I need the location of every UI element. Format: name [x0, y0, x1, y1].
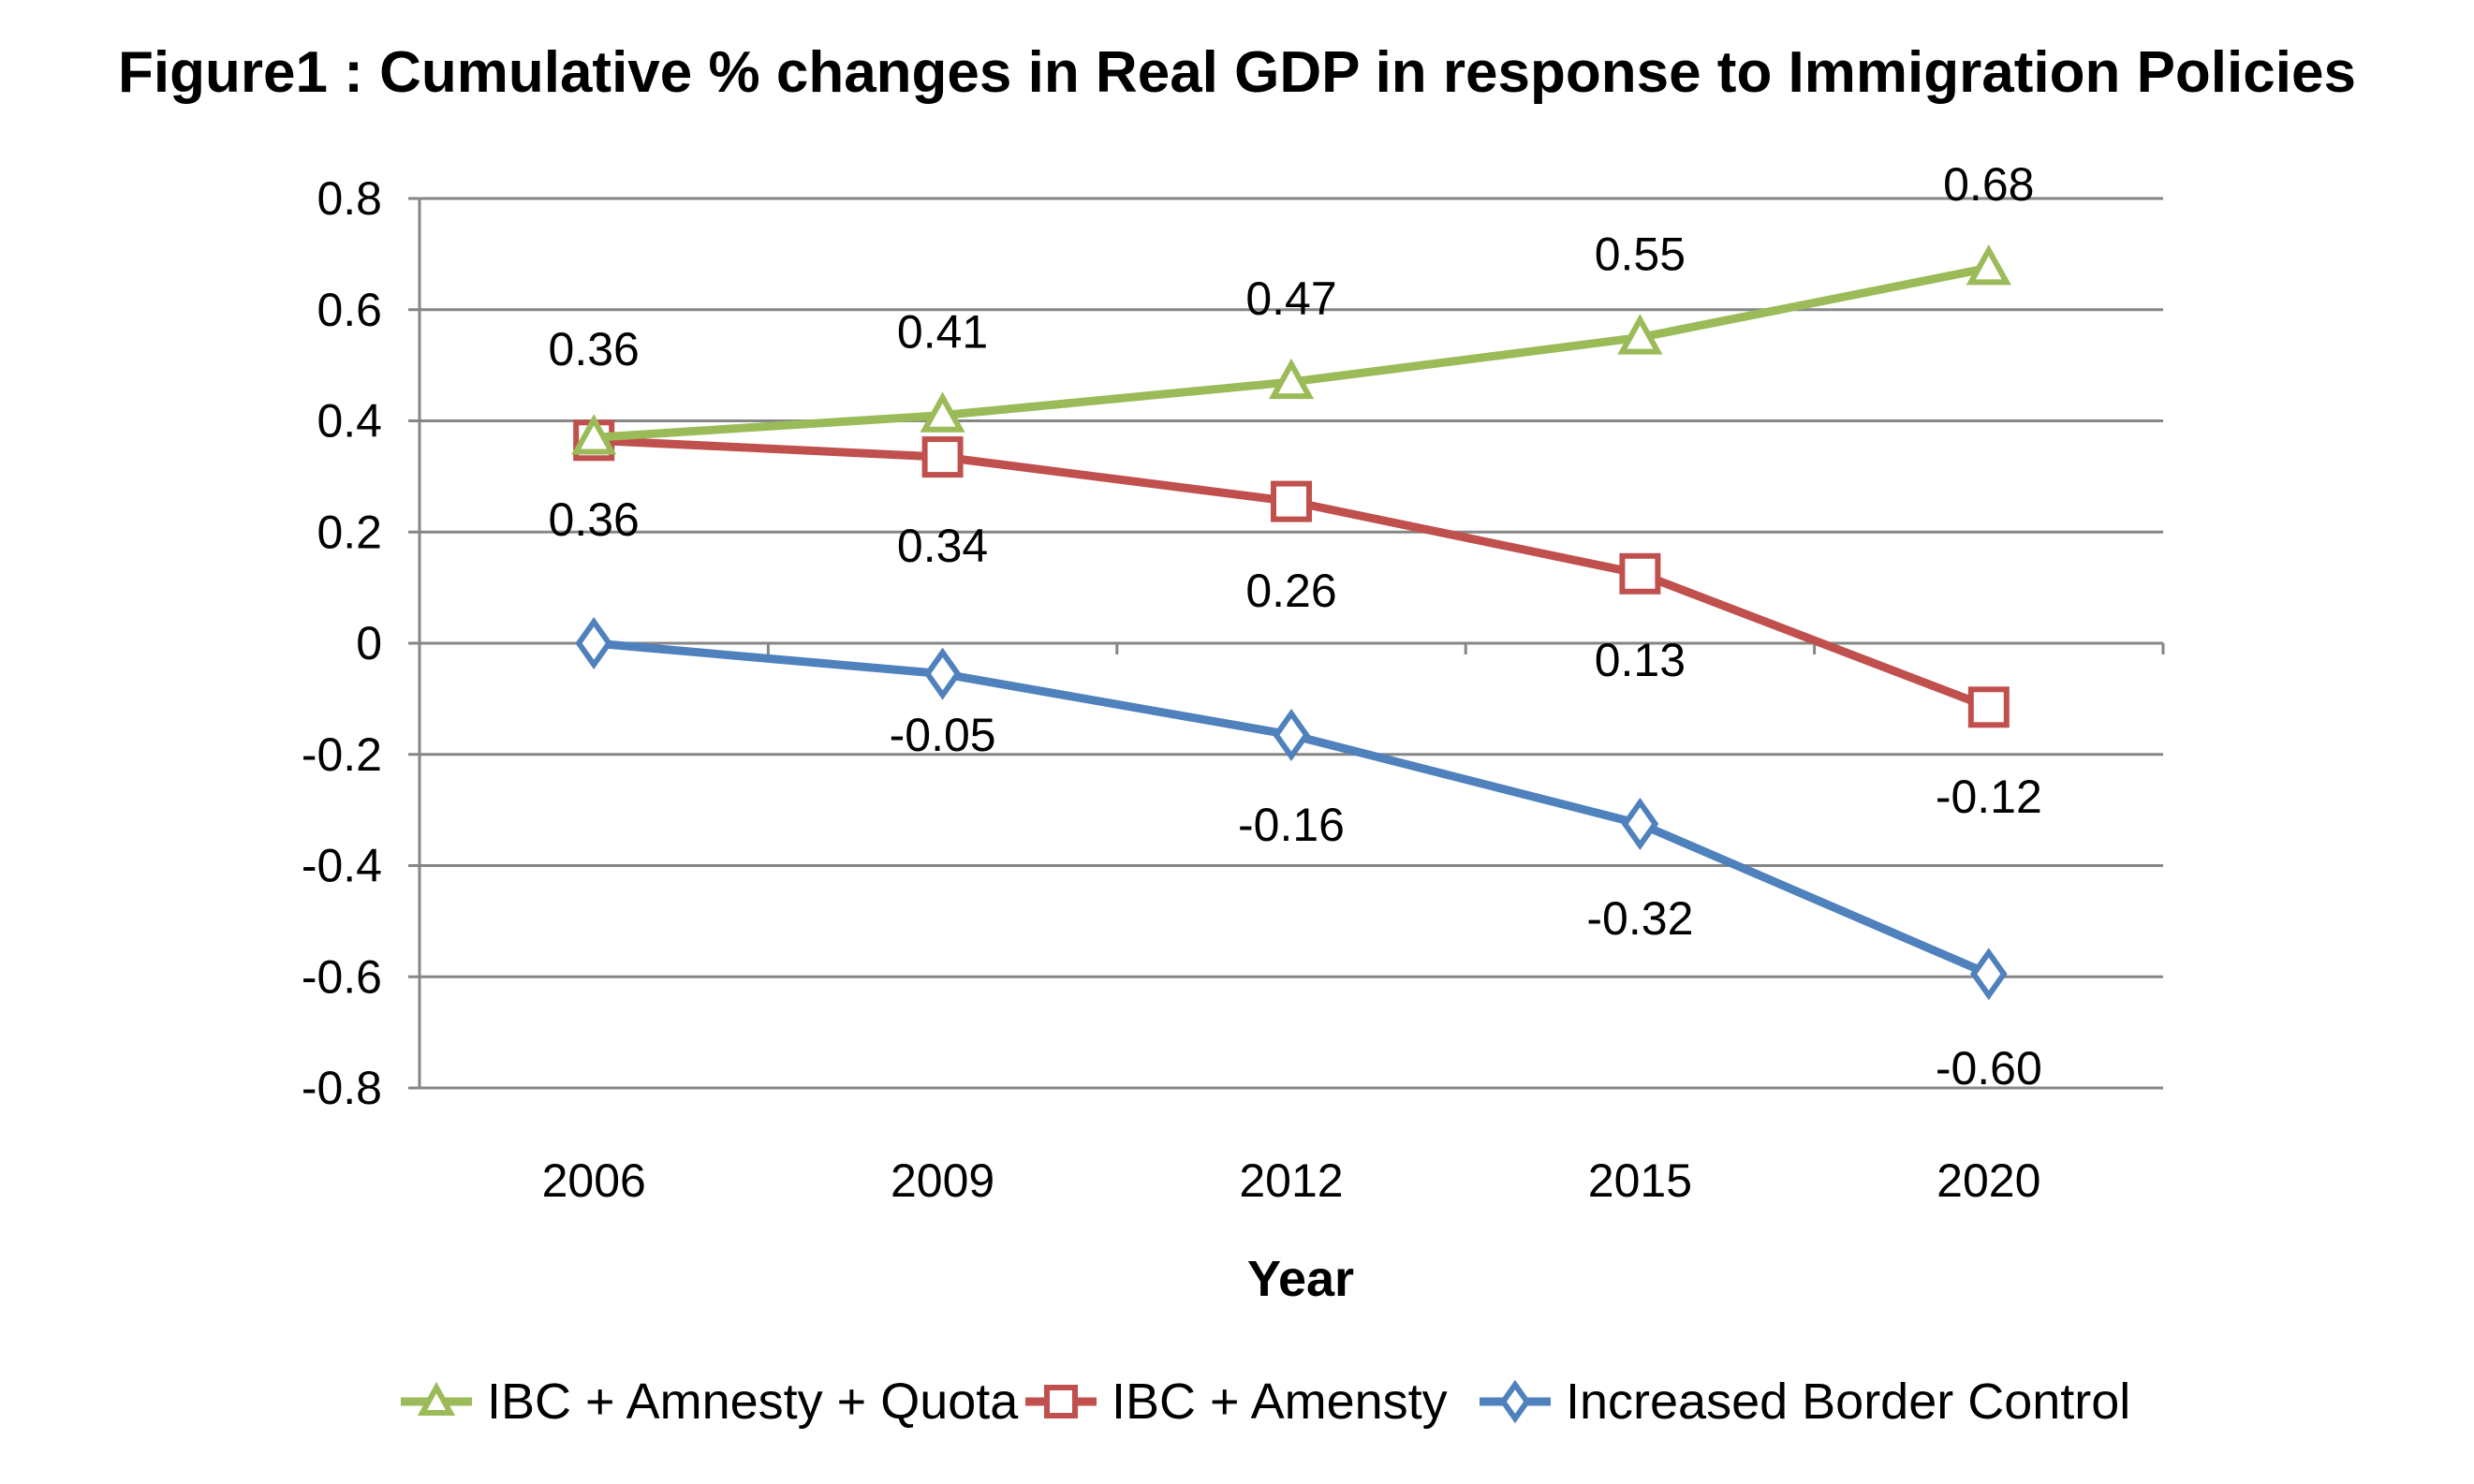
- legend-item: IBC + Amensty: [1025, 1374, 1448, 1430]
- x-tick-label: 2015: [1588, 1154, 1692, 1207]
- series-lines: [571, 244, 2011, 1001]
- data-point: [1966, 244, 2011, 286]
- data-label: 0.47: [1245, 272, 1336, 325]
- data-point: [1619, 552, 1661, 595]
- data-labels: 0.36 0.41 0.47 0.55 0.68 0.36 0.34 0.26 0.13 -0.1…: [549, 158, 2042, 1095]
- legend-label: IBC + Amensty: [1112, 1374, 1448, 1430]
- data-label: 0.41: [897, 306, 988, 359]
- data-label: -0.05: [890, 709, 996, 761]
- data-label: 0.55: [1595, 228, 1686, 280]
- data-point: [575, 617, 613, 669]
- data-point: [923, 647, 962, 700]
- y-tick-label: -0.2: [302, 728, 382, 781]
- data-label: -0.60: [1936, 1042, 2042, 1095]
- chart-title: Figure1 : Cumulative % changes in Real G…: [118, 40, 2356, 105]
- data-point: [571, 414, 617, 455]
- data-label: 0.26: [1245, 565, 1336, 617]
- data-label: -0.32: [1586, 892, 1693, 945]
- x-axis-title: Year: [1247, 1251, 1354, 1307]
- x-tick-label: 2006: [542, 1154, 646, 1207]
- legend-label: IBC + Amnesty + Quota: [487, 1374, 1019, 1430]
- data-point: [921, 436, 964, 478]
- data-point: [1273, 708, 1310, 761]
- data-label: 0.36: [549, 323, 640, 375]
- data-point: [1621, 797, 1659, 850]
- data-label: 0.34: [897, 520, 988, 572]
- y-tick-label: -0.8: [302, 1062, 382, 1114]
- x-tick-label: 2020: [1936, 1154, 2040, 1207]
- legend-marker: [1499, 1379, 1531, 1424]
- data-point: [1617, 314, 1663, 355]
- y-tick-label: 0: [356, 617, 382, 669]
- x-tick-label: 2012: [1239, 1154, 1343, 1207]
- data-label: -0.16: [1238, 799, 1345, 851]
- y-tick-label: -0.4: [302, 840, 382, 892]
- x-tick-label: 2009: [891, 1154, 994, 1207]
- data-label: 0.13: [1595, 634, 1686, 686]
- y-tick-label: 0.8: [317, 172, 382, 225]
- series-2: [575, 617, 2008, 1001]
- data-label: 0.36: [549, 493, 640, 546]
- data-point: [1969, 948, 2008, 1001]
- legend-label: Increased Border Control: [1566, 1374, 2130, 1430]
- data-point: [920, 391, 965, 433]
- data-label: -0.12: [1936, 771, 2042, 823]
- y-tick-label: 0.6: [317, 284, 382, 336]
- series-0: [571, 244, 2011, 455]
- data-label: 0.68: [1943, 158, 2034, 211]
- legend-marker: [1044, 1385, 1078, 1418]
- legend-marker: [417, 1381, 456, 1416]
- y-tick-label: 0.2: [317, 506, 382, 558]
- legend: IBC + Amnesty + Quota IBC + Amensty Increa…: [401, 1374, 2130, 1430]
- legend-item: Increased Border Control: [1480, 1374, 2130, 1430]
- legend-item: IBC + Amnesty + Quota: [401, 1374, 1019, 1430]
- y-tick-label: 0.4: [317, 395, 382, 448]
- y-tick-label: -0.6: [302, 950, 382, 1003]
- data-point: [1271, 480, 1312, 522]
- axes: 0.8 0.6 0.4 0.2 0 -0.2 -0.4 -0.6 -0.8 2006 2009 201…: [302, 172, 2165, 1207]
- data-point: [1967, 686, 2010, 728]
- data-point: [1268, 358, 1315, 400]
